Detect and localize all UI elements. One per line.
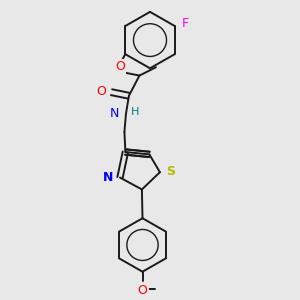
Text: F: F (182, 17, 189, 30)
Text: N: N (103, 171, 113, 184)
Text: O: O (115, 60, 125, 73)
Text: H: H (131, 107, 140, 117)
Text: O: O (96, 85, 106, 98)
Text: S: S (166, 165, 175, 178)
Text: O: O (138, 284, 147, 297)
Text: N: N (110, 107, 119, 120)
